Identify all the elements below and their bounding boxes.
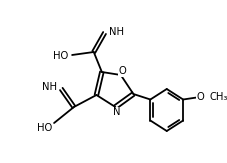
- Text: CH₃: CH₃: [209, 92, 227, 103]
- Text: O: O: [119, 66, 126, 76]
- Text: N: N: [114, 107, 121, 117]
- Text: HO: HO: [37, 123, 52, 133]
- Text: HO: HO: [53, 51, 69, 61]
- Text: NH: NH: [42, 82, 57, 92]
- Text: O: O: [196, 92, 204, 103]
- Text: NH: NH: [109, 27, 124, 37]
